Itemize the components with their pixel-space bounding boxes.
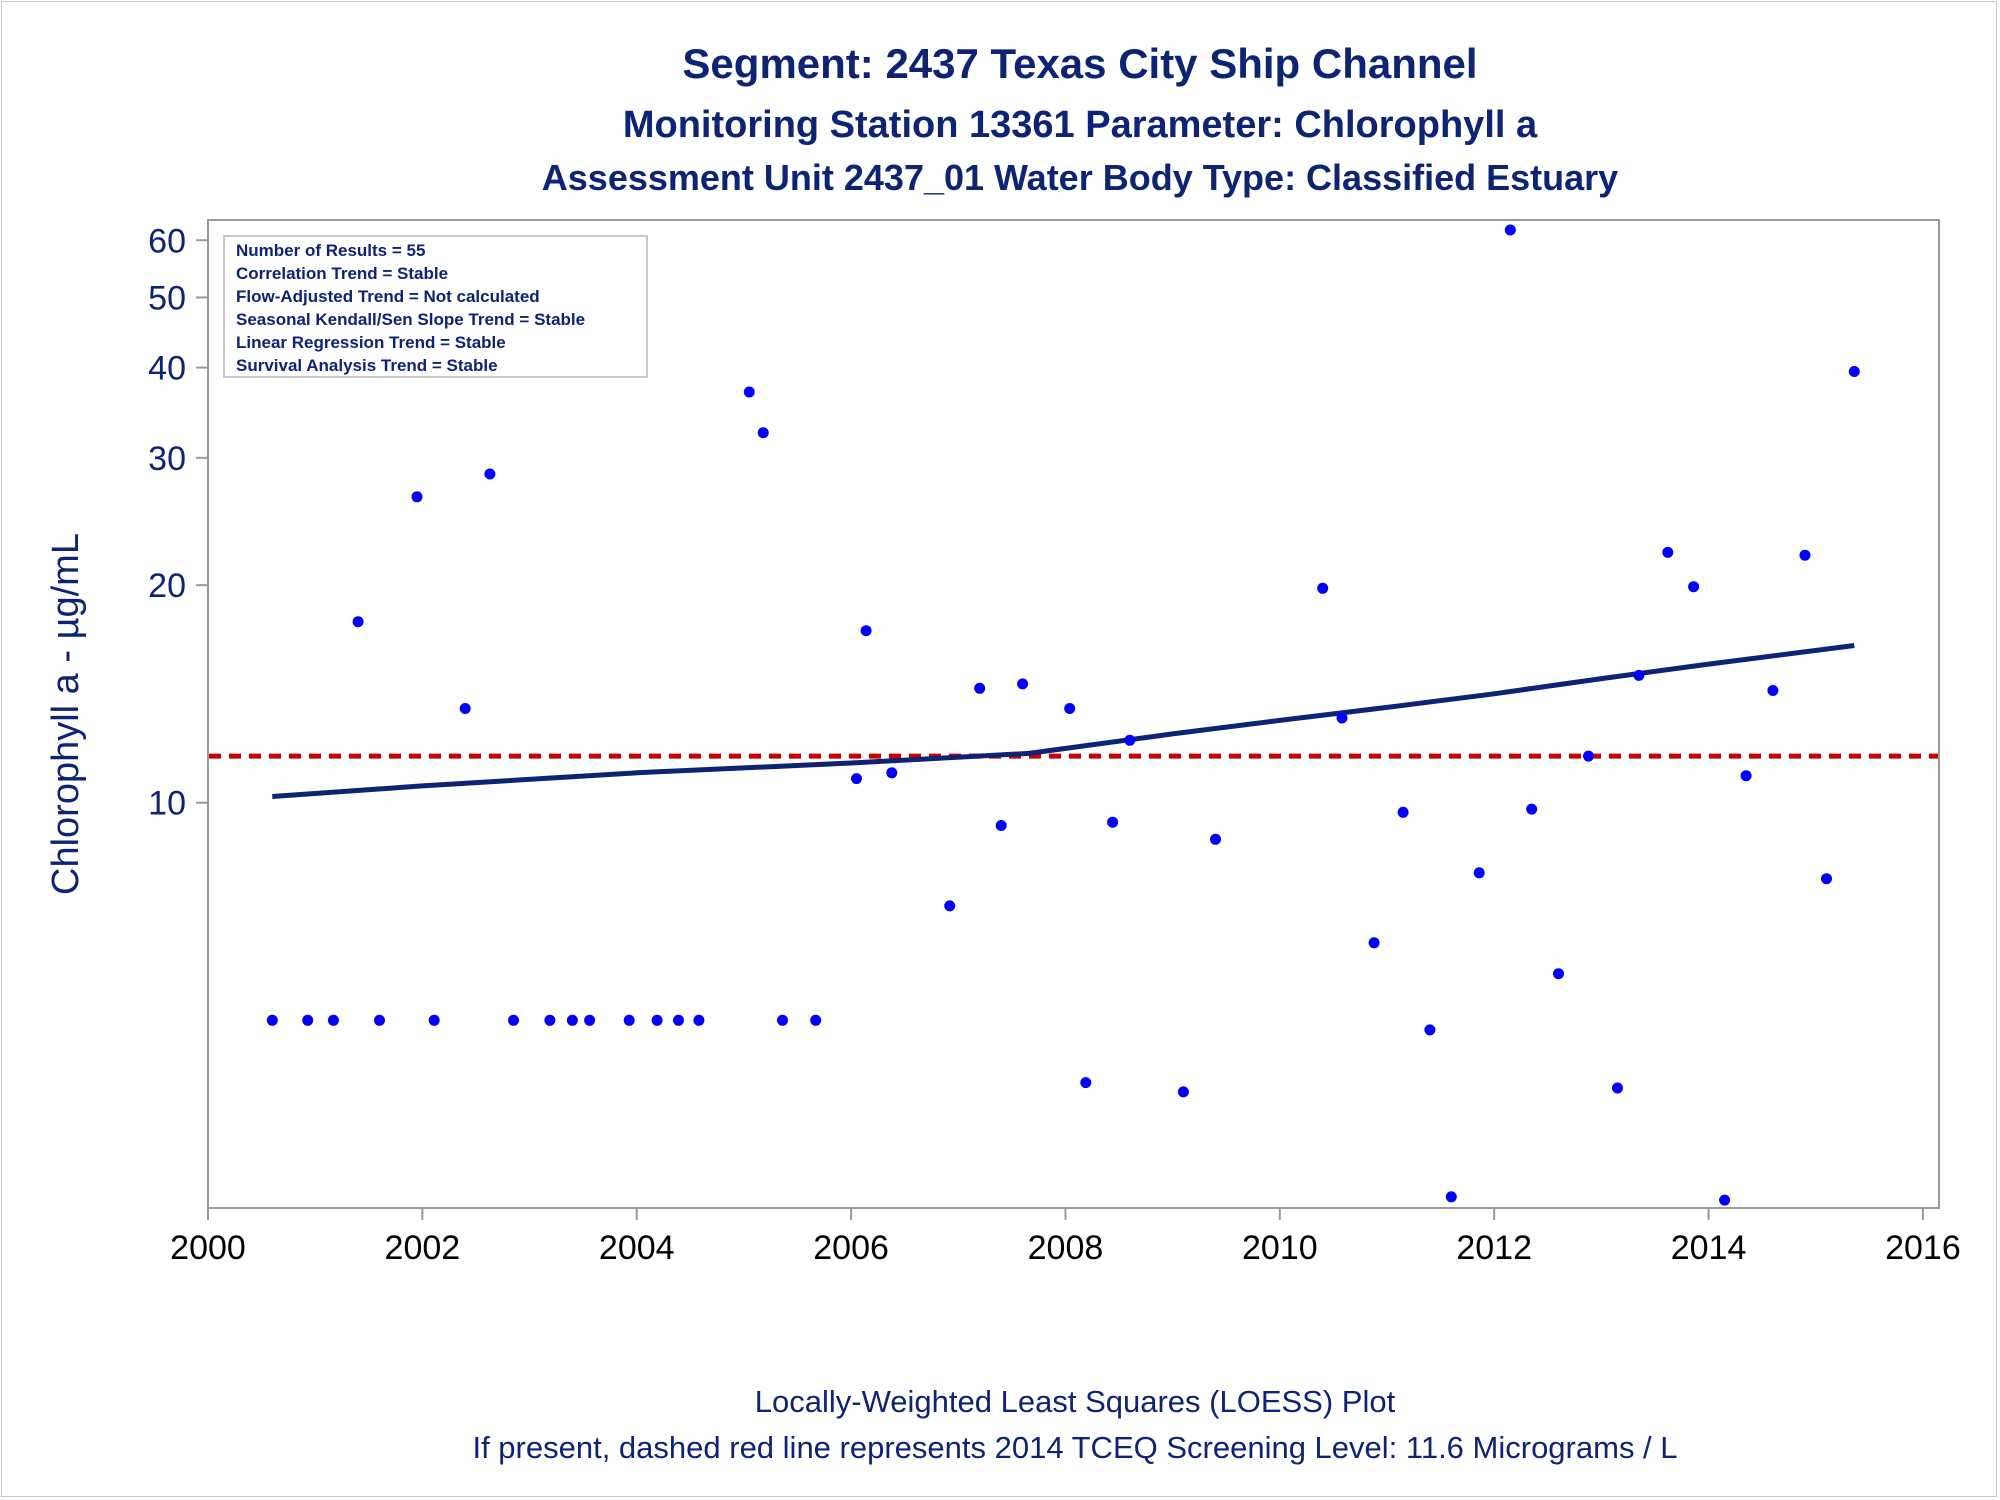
- data-point: [1445, 1191, 1457, 1203]
- stat-results: Number of Results = 55: [236, 241, 425, 260]
- data-point: [1080, 1077, 1092, 1089]
- x-tick-label: 2000: [170, 1229, 246, 1267]
- data-point: [777, 1014, 788, 1026]
- plot-area: [207, 219, 1940, 1209]
- data-point: [428, 1014, 440, 1026]
- y-tick-label: 10: [148, 785, 186, 823]
- data-point: [459, 703, 471, 714]
- y-axis-label: Chlorophyll a - µg/mL: [45, 533, 87, 895]
- data-point: [1688, 581, 1700, 593]
- data-point: [302, 1014, 314, 1026]
- data-point: [851, 773, 862, 785]
- data-point: [860, 625, 872, 637]
- data-point: [327, 1014, 339, 1026]
- x-tick-label: 2012: [1456, 1229, 1532, 1267]
- stats-box: [223, 235, 648, 378]
- stat-seasonal-kendall: Seasonal Kendall/Sen Slope Trend = Stabl…: [236, 310, 585, 329]
- data-point: [944, 900, 956, 912]
- chart-subtitle-station: Monitoring Station 13361 Parameter: Chlo…: [623, 104, 1538, 146]
- data-point: [623, 1014, 635, 1026]
- x-tick-label: 2016: [1885, 1229, 1961, 1267]
- data-point: [1424, 1024, 1436, 1036]
- data-point: [1662, 546, 1674, 558]
- chart-title: Segment: 2437 Texas City Ship Channel: [682, 40, 1477, 87]
- data-point: [1368, 937, 1380, 949]
- data-point: [508, 1014, 519, 1026]
- data-point: [1473, 867, 1485, 879]
- data-point: [352, 616, 364, 628]
- data-point: [1317, 582, 1329, 594]
- x-tick-label: 2010: [1242, 1229, 1318, 1267]
- data-point: [995, 820, 1007, 831]
- chart-subtitle-assessment: Assessment Unit 2437_01 Water Body Type:…: [542, 157, 1618, 198]
- x-axis: 2000 2002 2004 2006 2008 2010 2012 2014 2016: [170, 1208, 1961, 1267]
- y-tick-label: 40: [148, 350, 186, 388]
- x-tick-label: 2006: [813, 1229, 889, 1267]
- data-point: [743, 386, 755, 398]
- data-point: [544, 1014, 556, 1026]
- data-point: [757, 427, 769, 439]
- stat-survival-analysis: Survival Analysis Trend = Stable: [236, 356, 498, 375]
- data-point: [1633, 669, 1645, 681]
- data-point: [1612, 1082, 1623, 1094]
- data-point: [1583, 750, 1594, 762]
- y-tick-label: 50: [148, 279, 186, 317]
- y-tick-label: 60: [148, 222, 186, 260]
- data-point: [810, 1014, 822, 1026]
- loess-layer: [272, 643, 1855, 799]
- data-point: [651, 1014, 663, 1026]
- footnote-loess: Locally-Weighted Least Squares (LOESS) P…: [755, 1384, 1396, 1419]
- data-point: [1124, 734, 1136, 746]
- data-point: [1210, 833, 1221, 845]
- x-tick-label: 2008: [1028, 1229, 1104, 1267]
- data-point: [1336, 712, 1348, 724]
- x-tick-label: 2014: [1671, 1229, 1747, 1267]
- x-tick-label: 2002: [385, 1229, 461, 1267]
- data-point: [1504, 224, 1516, 236]
- loess-curve: [272, 643, 1855, 799]
- stat-linear-regression: Linear Regression Trend = Stable: [236, 333, 506, 352]
- data-point: [1064, 703, 1076, 714]
- data-point: [1821, 873, 1832, 885]
- data-point: [1719, 1194, 1731, 1206]
- data-point: [886, 767, 898, 779]
- y-tick-label: 20: [148, 567, 186, 605]
- data-point: [1397, 806, 1409, 818]
- footnote-screening: If present, dashed red line represents 2…: [472, 1430, 1677, 1465]
- stat-flow-adjusted: Flow-Adjusted Trend = Not calculated: [236, 287, 540, 306]
- data-point: [1177, 1086, 1189, 1098]
- data-point: [1553, 968, 1564, 980]
- data-point: [484, 468, 496, 480]
- data-point: [673, 1014, 684, 1026]
- data-point: [1740, 770, 1752, 782]
- data-point: [1526, 803, 1538, 815]
- points-layer: [266, 224, 1860, 1206]
- data-point: [1848, 366, 1860, 377]
- data-point: [1799, 549, 1811, 561]
- data-point: [566, 1014, 578, 1026]
- y-tick-label: 30: [148, 440, 186, 478]
- data-point: [1017, 678, 1029, 690]
- data-point: [374, 1014, 385, 1026]
- data-point: [1767, 685, 1779, 696]
- data-point: [266, 1014, 278, 1026]
- data-point: [693, 1014, 705, 1026]
- stat-correlation: Correlation Trend = Stable: [236, 264, 448, 283]
- data-point: [411, 491, 423, 503]
- data-point: [1107, 816, 1119, 828]
- data-point: [584, 1014, 596, 1026]
- data-point: [974, 682, 986, 694]
- x-tick-label: 2004: [599, 1229, 675, 1267]
- y-axis: 10 20 30 40 50 60: [148, 222, 208, 823]
